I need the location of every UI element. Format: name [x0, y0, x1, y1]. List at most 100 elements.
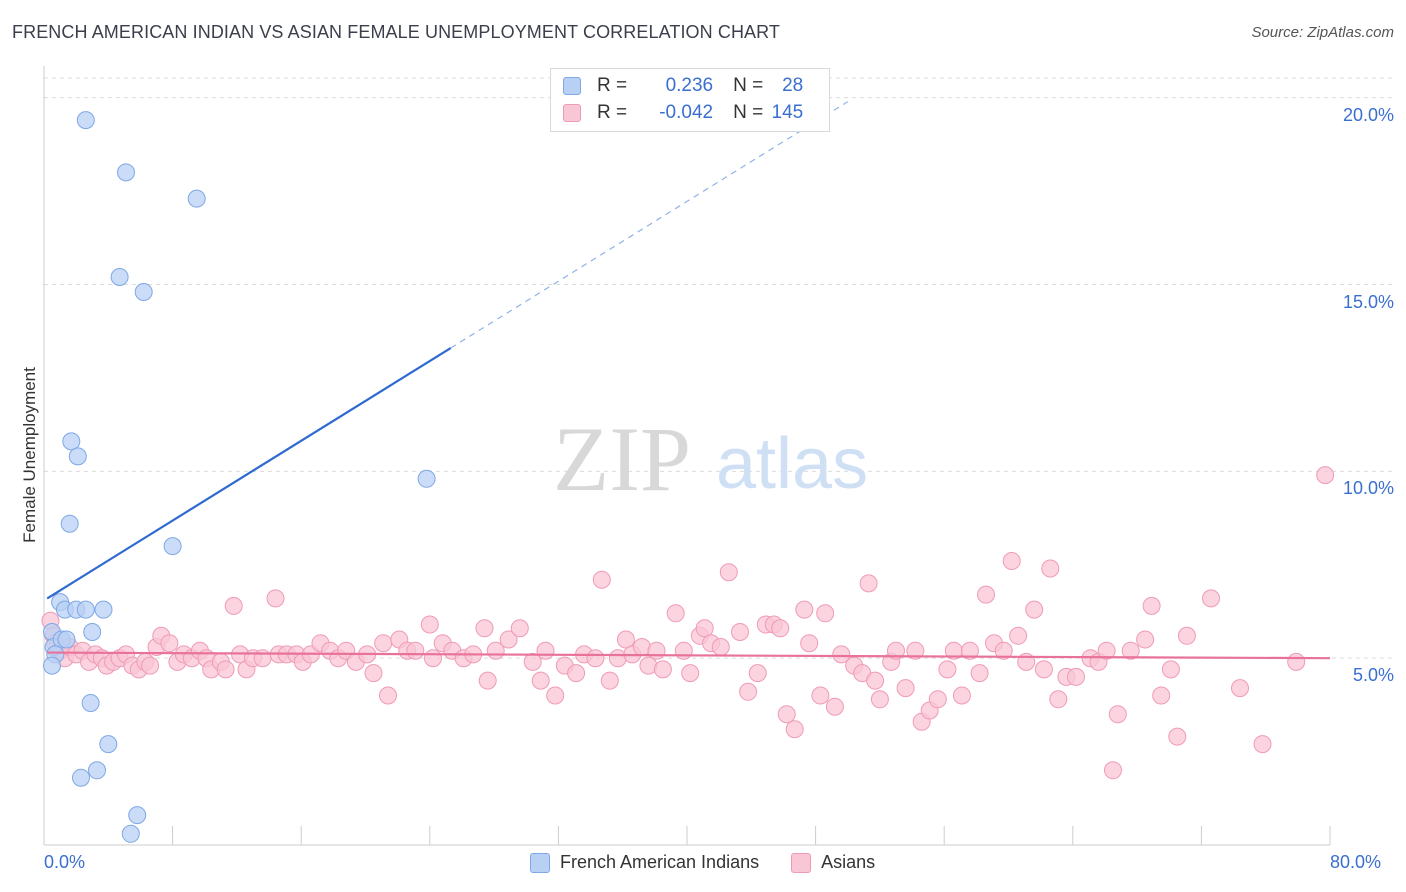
trend-line-french — [46, 347, 452, 600]
point-asian-49 — [379, 686, 397, 705]
point-asian-96 — [785, 720, 804, 739]
legend-n-value-french: 28 — [782, 75, 804, 96]
watermark-atlas: atlas — [716, 424, 868, 504]
point-asian-34 — [253, 649, 272, 668]
legend-swatch-asians — [563, 104, 581, 122]
point-asian-60 — [478, 671, 497, 690]
point-asian-124 — [1009, 626, 1028, 645]
trend-lines — [46, 101, 1331, 660]
point-french-4 — [134, 283, 153, 301]
point-asian-134 — [1097, 641, 1116, 660]
point-french-26 — [121, 824, 140, 843]
point-asian-73 — [600, 671, 619, 690]
point-asian-82 — [674, 641, 693, 660]
point-asian-135 — [1104, 761, 1122, 780]
point-asian-147 — [1287, 652, 1306, 671]
point-asian-66 — [536, 641, 555, 660]
point-asian-131 — [1067, 667, 1085, 686]
legend-swatch-french — [563, 77, 581, 95]
point-asian-126 — [1025, 600, 1044, 619]
point-asian-65 — [531, 671, 550, 690]
correlation-legend: R = 0.236 N = 28 R = -0.042 N = 145 — [550, 68, 830, 132]
point-asian-138 — [1136, 630, 1155, 649]
point-asian-47 — [364, 664, 383, 683]
point-asian-18 — [141, 656, 160, 675]
point-french-3 — [110, 268, 129, 286]
point-french-21 — [81, 694, 100, 712]
point-asian-105 — [859, 574, 878, 593]
legend-r-label: R = — [597, 75, 628, 96]
point-asian-148 — [1316, 466, 1335, 485]
point-asian-90 — [739, 682, 758, 701]
point-asian-140 — [1152, 686, 1171, 705]
point-french-6 — [68, 447, 87, 466]
point-asian-80 — [653, 660, 672, 679]
point-asian-111 — [906, 641, 925, 660]
point-asian-21 — [160, 634, 179, 653]
axes — [43, 66, 1331, 846]
point-french-2 — [187, 189, 206, 208]
point-asian-52 — [406, 641, 425, 660]
point-french-5 — [62, 432, 81, 451]
series-french-american-indians — [43, 111, 436, 843]
point-asian-127 — [1034, 660, 1053, 679]
point-asian-122 — [994, 641, 1013, 660]
point-asian-35 — [266, 589, 285, 608]
point-french-0 — [76, 111, 95, 130]
point-asian-67 — [546, 686, 565, 705]
point-asian-59 — [475, 619, 494, 638]
point-asian-94 — [771, 619, 790, 638]
point-asian-89 — [731, 623, 749, 641]
point-asian-143 — [1177, 626, 1196, 645]
point-asian-72 — [592, 570, 611, 589]
point-asian-114 — [928, 690, 947, 709]
point-asian-102 — [832, 645, 851, 664]
point-french-15 — [94, 600, 113, 619]
point-asian-145 — [1231, 679, 1249, 698]
legend-n-label: N = — [733, 102, 764, 123]
point-asian-106 — [866, 671, 885, 690]
point-french-18 — [83, 623, 102, 641]
point-asian-129 — [1049, 690, 1068, 709]
legend-row-french-american-indians: R = 0.236 N = 28 — [563, 75, 803, 97]
point-asian-98 — [800, 634, 819, 653]
point-asian-83 — [681, 664, 700, 683]
point-asian-69 — [567, 664, 586, 683]
chart-title: FRENCH AMERICAN INDIAN VS ASIAN FEMALE U… — [12, 22, 781, 42]
series-legend-label-french: French American Indians — [560, 852, 760, 872]
point-asian-109 — [887, 641, 905, 660]
legend-n-label: N = — [733, 75, 764, 96]
point-asian-123 — [1002, 552, 1021, 570]
point-asian-110 — [896, 679, 915, 698]
point-asian-29 — [216, 660, 235, 679]
point-french-22 — [99, 735, 118, 754]
y-tick-label-0: 5.0% — [1352, 665, 1394, 686]
point-asian-119 — [970, 664, 989, 683]
point-french-25 — [128, 806, 147, 825]
legend-n-value-asians: 145 — [771, 102, 804, 123]
point-asian-63 — [510, 619, 529, 638]
point-asian-97 — [795, 600, 814, 619]
point-asian-120 — [977, 585, 995, 604]
point-french-24 — [72, 768, 90, 787]
point-french-8 — [417, 469, 436, 488]
point-asian-115 — [938, 660, 957, 679]
point-asian-95 — [777, 705, 796, 724]
series-legend-swatch-asians — [791, 852, 812, 873]
point-asian-48 — [374, 634, 393, 653]
point-asian-85 — [695, 619, 714, 638]
point-french-27 — [57, 630, 76, 649]
point-asian-54 — [424, 649, 442, 668]
point-french-14 — [76, 600, 95, 619]
point-asian-118 — [960, 641, 979, 660]
watermark: ZIP atlas — [553, 408, 868, 510]
series-asians — [41, 466, 1335, 780]
legend-r-value-french: 0.236 — [665, 75, 714, 96]
point-asian-75 — [616, 630, 635, 649]
y-tick-label-1: 10.0% — [1342, 478, 1394, 499]
point-asian-146 — [1253, 735, 1272, 754]
point-french-1 — [117, 163, 135, 182]
point-asian-81 — [666, 604, 685, 623]
point-asian-142 — [1168, 727, 1187, 746]
